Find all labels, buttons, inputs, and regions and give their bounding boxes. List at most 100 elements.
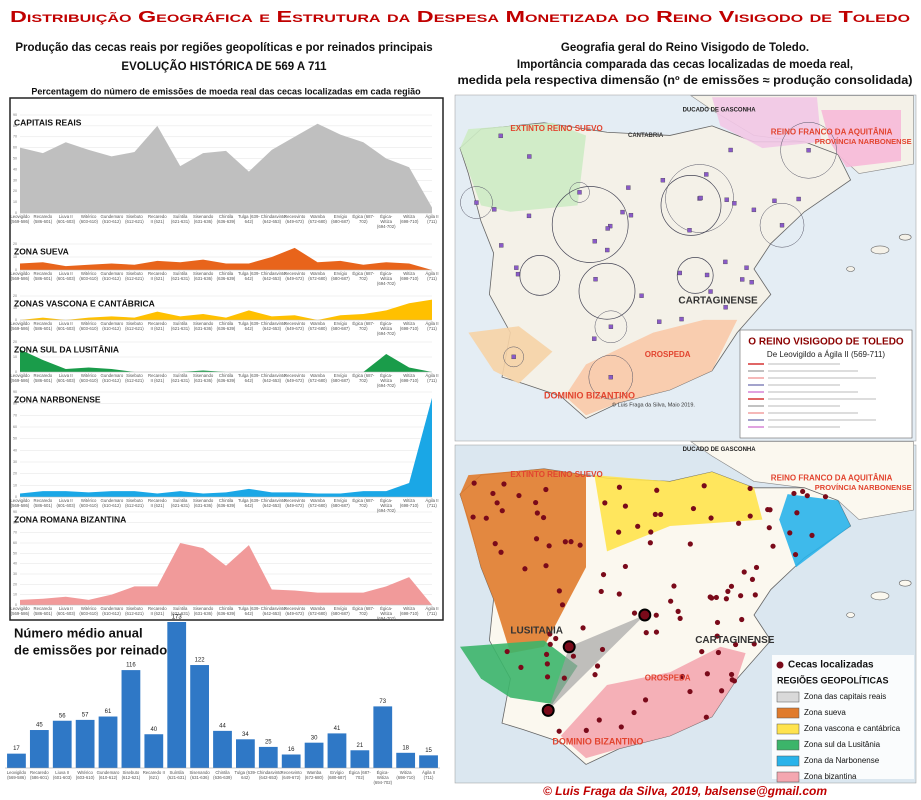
ceca-dot — [544, 674, 551, 680]
ceca-dot — [570, 653, 576, 659]
footer-credit: © Luis Fraga da Silva, 2019, balsense@gm… — [543, 784, 827, 798]
ceca-dot — [622, 563, 628, 570]
data-label: 21 — [357, 743, 364, 749]
y-tick-label: 20 — [13, 340, 17, 344]
y-tick-label: 60 — [13, 146, 17, 150]
ceca-dot — [766, 525, 772, 531]
left-period: EVOLUÇÃO HISTÓRICA DE 569 A 711 — [121, 60, 327, 73]
bar — [373, 706, 393, 768]
ceca-symbol — [704, 172, 709, 177]
y-tick-label: 30 — [13, 460, 17, 464]
ceca-dot — [547, 631, 553, 637]
map-label: LUSITANIA — [510, 626, 563, 637]
region — [560, 646, 746, 759]
ceca-symbol — [527, 154, 532, 159]
ceca-dot — [728, 583, 735, 589]
y-tick-label: 40 — [13, 562, 17, 566]
ceca-symbol — [492, 207, 497, 212]
ceca-symbol — [732, 201, 737, 206]
ceca-dot — [725, 588, 731, 594]
ceca-symbol — [592, 336, 597, 341]
ceca-dot — [652, 511, 658, 517]
dots-label: Cecas localizadas — [788, 660, 874, 671]
ceca-symbol — [806, 148, 811, 153]
region — [460, 468, 586, 654]
y-tick-label: 50 — [13, 157, 17, 161]
ceca-symbol — [749, 280, 754, 285]
ceca-dot — [736, 520, 742, 526]
island — [846, 612, 855, 618]
ceca-circle — [676, 257, 714, 294]
bar — [75, 719, 95, 768]
ceca-dot — [751, 641, 757, 647]
ceca-dot — [653, 612, 659, 618]
map-label: DOMINIO BIZANTINO — [552, 737, 643, 747]
bar — [236, 739, 255, 768]
ceca-dot — [616, 591, 622, 597]
panel-title: CAPITAIS REAIS — [14, 117, 82, 127]
y-tick-label: 40 — [13, 167, 17, 171]
ceca-dot — [547, 641, 553, 647]
ceca-dot — [540, 514, 547, 521]
ceca-symbol — [687, 228, 692, 233]
ceca-dot — [677, 615, 683, 622]
y-tick-label: 0 — [15, 370, 17, 374]
ceca-dot — [616, 529, 622, 535]
data-label: 16 — [288, 747, 295, 753]
ceca-dot — [516, 492, 522, 499]
ceca-dot — [787, 530, 793, 536]
bar — [304, 742, 324, 768]
ceca-dot — [643, 630, 649, 636]
region — [460, 122, 586, 212]
bar — [167, 622, 187, 768]
map-label: CARTAGINENSE — [695, 635, 775, 646]
ceca-symbol — [704, 272, 710, 278]
area — [20, 123, 432, 213]
ceca-dot — [701, 483, 707, 489]
ceca-circle — [594, 310, 628, 344]
ceca-dot — [770, 543, 776, 549]
bar — [190, 665, 209, 768]
bar-chart-title: de emissões por reinado — [14, 642, 167, 657]
bar — [144, 734, 164, 768]
ceca-dot — [648, 529, 654, 535]
ceca-dot — [729, 677, 735, 683]
map-label: DUCADO DE GASCONHA — [683, 108, 757, 114]
island — [870, 245, 890, 255]
bar — [213, 730, 232, 768]
ceca-circle — [503, 346, 524, 368]
ceca-symbol — [723, 305, 728, 310]
ceca-dot — [822, 494, 829, 500]
data-label: 17 — [13, 746, 20, 752]
ceca-dot — [714, 619, 721, 626]
capital-dot — [541, 703, 555, 717]
ceca-circle — [578, 262, 636, 320]
ceca-dot — [747, 513, 753, 519]
ceca-dot — [679, 673, 685, 680]
ceca-dot — [494, 500, 500, 506]
maps: DUCADO DE GASCONHA EXTINTO REINO SUEVO REI… — [459, 95, 914, 765]
bar — [281, 754, 301, 768]
ceca-dot — [544, 661, 550, 667]
y-tick-label: 70 — [13, 413, 17, 417]
ceca-dot — [598, 588, 604, 595]
ceca-dot — [599, 646, 606, 653]
bar — [98, 716, 118, 768]
capital-dot — [562, 640, 576, 654]
area — [20, 247, 432, 270]
region-swatch — [776, 691, 800, 703]
map-label: REINO FRANCO DA AQUITÂNIA — [771, 473, 893, 482]
y-tick-label: 20 — [13, 242, 17, 246]
ceca-dot — [543, 651, 550, 658]
ceca-symbol — [577, 190, 582, 195]
ceca-circle — [460, 186, 493, 219]
ceca-dot — [647, 540, 653, 546]
ceca-symbol — [626, 185, 631, 190]
region-swatch — [776, 771, 800, 783]
ceca-dot — [809, 532, 815, 538]
map-label: EXTINTO REINO SUEVO — [510, 470, 602, 479]
ceca-dot — [533, 536, 540, 542]
ceca-circle — [551, 186, 629, 263]
ceca-dot — [534, 510, 540, 516]
